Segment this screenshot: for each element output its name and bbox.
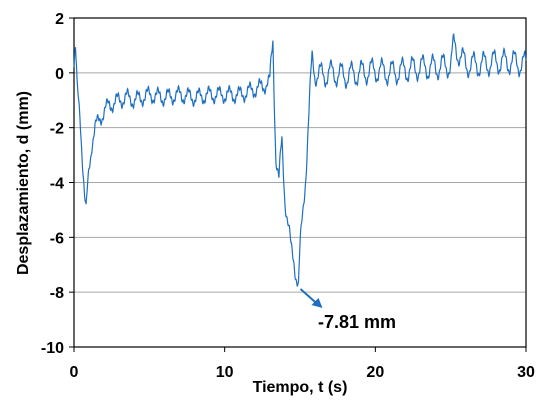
y-tick-label: 0 <box>55 66 64 83</box>
y-tick-label: -10 <box>41 340 64 357</box>
y-tick-label: -6 <box>50 230 64 247</box>
x-tick-label: 10 <box>216 364 234 381</box>
x-tick-labels: 0 10 20 30 <box>70 364 535 381</box>
y-tick-label: -2 <box>50 121 64 138</box>
x-tick-label: 20 <box>366 364 384 381</box>
y-tick-label: -8 <box>50 285 64 302</box>
x-axis-title: Tiempo, t (s) <box>253 379 348 396</box>
x-tick-label: 30 <box>517 364 535 381</box>
displacement-series-line <box>73 33 527 287</box>
y-tick-label: 2 <box>55 11 64 28</box>
x-tick-label: 0 <box>70 364 79 381</box>
annotation-arrowhead <box>311 297 323 308</box>
y-axis-title: Desplazamiento, d (mm) <box>15 91 32 275</box>
y-tick-label: -4 <box>50 176 64 193</box>
annotation-label: -7.81 mm <box>318 312 396 332</box>
gridlines <box>74 17 526 348</box>
axes <box>69 17 527 352</box>
y-tick-labels: -10 -8 -6 -4 -2 0 2 <box>41 11 64 357</box>
